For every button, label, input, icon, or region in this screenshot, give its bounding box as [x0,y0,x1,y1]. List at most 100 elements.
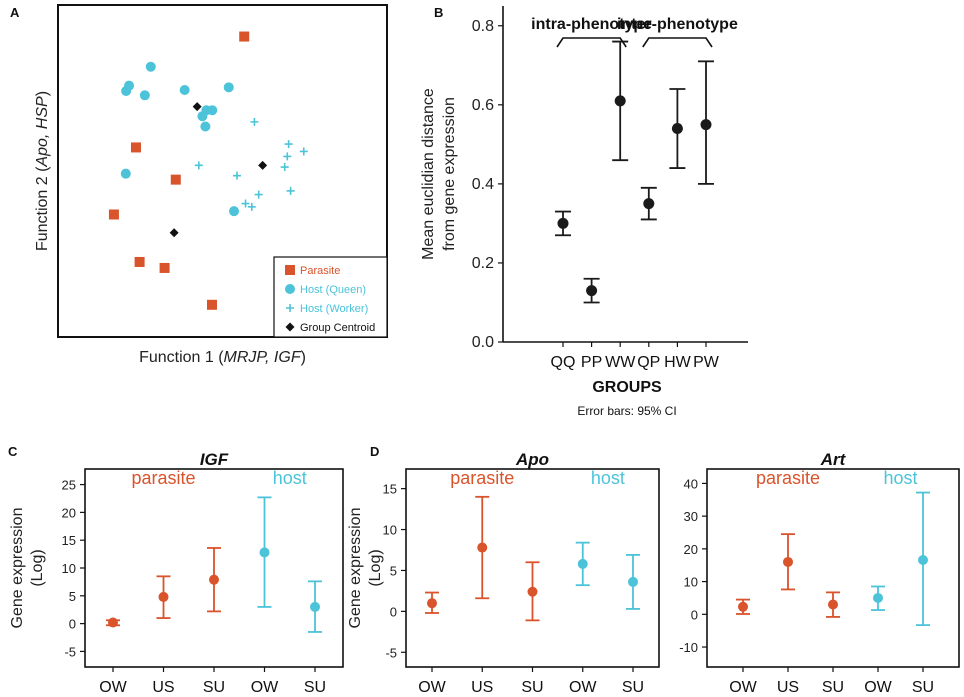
data-point [108,617,118,628]
data-point [918,554,928,565]
y-tick-label: 20 [684,542,698,557]
x-tick-label: SU [822,679,844,696]
group-label-host: host [883,468,917,488]
scatter-point-plus [284,140,293,149]
y-tick-label: 25 [62,478,76,493]
x-tick-label: US [471,679,493,696]
group-label-parasite: parasite [450,468,514,488]
y-tick-label: -5 [64,644,76,659]
legend-marker-parasite [285,265,295,275]
data-point [310,601,320,612]
x-tick-label: OW [569,679,597,696]
y-tick-label: 0 [69,617,76,632]
data-point [783,556,793,567]
data-point [209,574,219,585]
y-tick-label: 0 [691,607,698,622]
y-tick-label: 5 [69,589,76,604]
scatter-plot-a: Parasite Host (Queen) Host (Worker) Group C… [34,4,388,366]
group-label-host: host [273,468,307,488]
bracket-label-1: inter-phenotype [617,16,738,33]
x-tick-label: QP [637,354,660,371]
panel-letter-b: B [434,5,443,20]
scatter-point-circle [200,121,211,132]
y-axis-label-line1: Gene expression [9,508,26,629]
y-tick-label: 10 [684,575,698,590]
legend-label-centroid: Group Centroid [300,322,375,334]
bracket-1 [642,37,713,48]
y-tick-label: -10 [679,640,698,655]
scatter-legend: Parasite Host (Queen) Host (Worker) Group C… [273,256,388,338]
data-point [628,576,638,587]
y-tick-label: 0.8 [472,18,494,35]
legend-label-parasite: Parasite [300,265,340,277]
y-axis-label-line2: from gene expression [441,97,458,251]
x-tick-label: PW [693,354,720,371]
scatter-point-plus [283,152,292,161]
x-tick-label: OW [864,679,892,696]
plot-frame [706,468,960,668]
scatter-point-square [239,31,250,42]
x-axis-label: Function 1 (MRJP, IGF) [139,349,306,366]
x-tick-label: US [777,679,799,696]
panel-letter-a: A [10,5,20,20]
scatter-point-square [170,174,181,185]
panel-title: Apo [515,450,549,469]
scatter-point-square [108,209,119,220]
data-point [158,591,169,602]
panel-letter-d: D [370,444,379,459]
y-axis-label-line2: (Log) [29,549,46,586]
panel-title: Art [820,450,847,469]
y-tick-label: -5 [385,645,397,660]
y-axis-label-line1: Gene expression [347,508,364,629]
errorbar-chart-c: -5 0 5 10 15 20 25 OW US SU OW SU parasite host IGF Gen… [9,450,344,696]
scatter-point-circle [207,105,218,116]
y-tick-label: 10 [383,523,397,538]
data-point [259,547,270,558]
errorbar-chart-d-apo: -5 0 5 10 15 OW US SU OW SU parasite host Apo Gene ex… [347,450,660,696]
error-bar-note: Error bars: 95% CI [577,404,676,418]
scatter-point-square [130,142,141,153]
bracket-label-0: intra-phenotype [531,16,652,33]
data-point [738,601,748,612]
scatter-point-plus [299,147,308,156]
x-axis-title: GROUPS [592,379,662,396]
y-tick-label: 30 [684,509,698,524]
y-axis-label-line2: (Log) [367,549,384,586]
y-tick-label: 15 [62,533,76,548]
scatter-point-circle [197,111,208,122]
scatter-point-circle [229,206,240,217]
y-tick-label: 20 [62,505,76,520]
data-point [828,599,838,610]
errorbar-chart-b: 0.0 0.2 0.4 0.6 0.8 QQ PP WW QP HW PW Mean euclidia… [420,6,748,418]
x-tick-label: US [152,679,174,696]
y-tick-label: 10 [62,561,76,576]
x-tick-label: QQ [551,354,576,371]
scatter-point-plus [280,163,289,172]
scatter-point-circle [120,168,131,179]
data-point [700,119,712,131]
scatter-point-square [159,262,170,273]
data-point [427,598,437,609]
y-tick-label: 15 [383,482,397,497]
data-point [557,217,569,229]
y-tick-label: 0.6 [472,97,494,114]
scatter-point-circle [223,82,234,93]
scatter-point-diamond [169,228,179,238]
y-tick-label: 0 [390,604,397,619]
bracket-0 [556,37,627,48]
scatter-point-circle [139,90,150,101]
x-tick-label: OW [99,679,127,696]
x-tick-label: WW [605,354,636,371]
panel-letter-c: C [8,444,18,459]
legend-label-queen: Host (Queen) [300,284,366,296]
x-tick-label: PP [581,354,602,371]
data-point [873,592,883,603]
y-tick-label: 0.0 [472,334,494,351]
scatter-point-plus [241,199,250,208]
scatter-frame [57,4,388,338]
panel-title: IGF [200,450,229,469]
y-axis-label: Function 2 (Apo, HSP) [34,91,51,251]
x-tick-label: SU [203,679,225,696]
x-tick-label: SU [304,679,326,696]
scatter-point-circle [145,61,156,72]
